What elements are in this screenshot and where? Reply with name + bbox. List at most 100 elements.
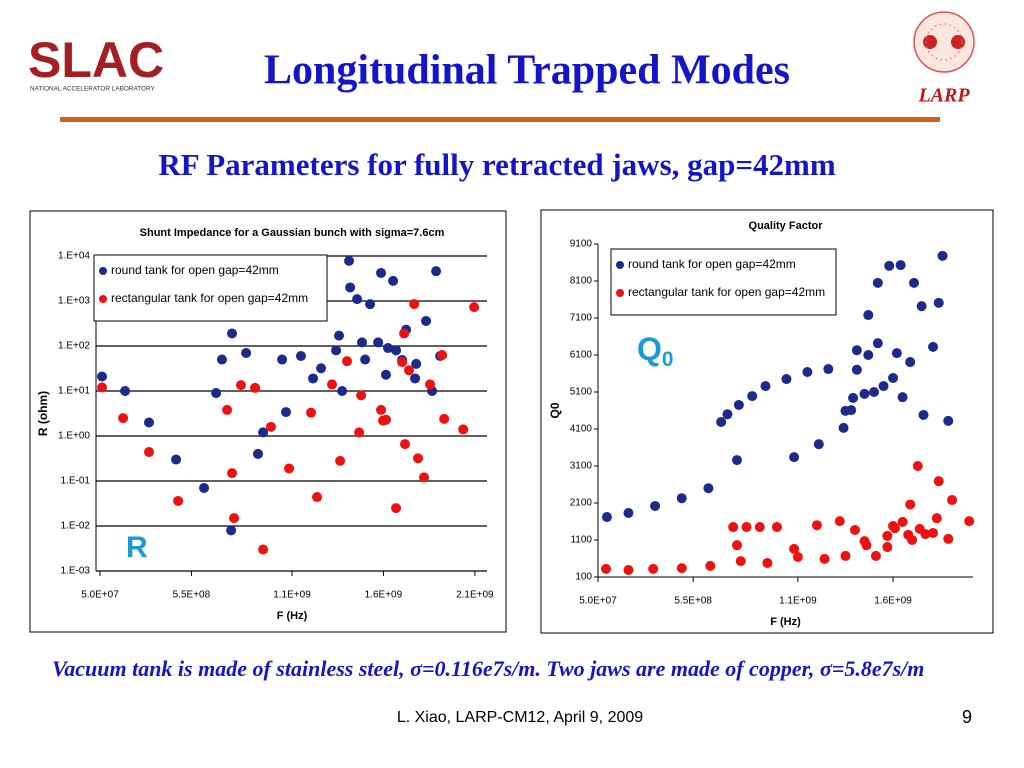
point — [728, 522, 739, 533]
point — [747, 391, 758, 402]
point — [754, 522, 765, 533]
header-rule — [60, 117, 940, 122]
point — [916, 301, 927, 312]
point — [834, 516, 845, 527]
chart-title: Shunt Impedance for a Gaussian bunch wit… — [140, 227, 445, 239]
point — [802, 367, 813, 378]
point — [601, 512, 612, 523]
point — [716, 416, 727, 427]
point — [792, 552, 803, 563]
legend-label: round tank for open gap=42mm — [628, 257, 796, 271]
point — [905, 357, 916, 368]
point — [650, 500, 661, 511]
point — [144, 417, 155, 428]
point — [306, 407, 317, 418]
point — [789, 452, 800, 463]
point — [404, 365, 415, 376]
y-tick-label: 4100 — [570, 424, 593, 435]
point — [277, 354, 288, 365]
point — [373, 337, 384, 348]
point — [863, 310, 874, 321]
x-tick-label: 1.1E+09 — [779, 596, 817, 607]
point — [861, 540, 872, 551]
point — [118, 413, 129, 424]
point — [227, 468, 238, 479]
point — [895, 260, 906, 271]
point — [250, 382, 261, 393]
point — [258, 427, 269, 438]
y-tick-label: 1.E+04 — [58, 251, 90, 262]
point — [227, 328, 238, 339]
point — [345, 282, 356, 293]
point — [760, 381, 771, 392]
point — [391, 345, 402, 356]
annotation: Q0 — [637, 331, 673, 370]
point — [97, 371, 108, 382]
point — [859, 388, 870, 399]
point — [918, 409, 929, 420]
y-tick-label: 2100 — [570, 498, 593, 509]
point — [173, 495, 184, 506]
y-tick-label: 7100 — [570, 313, 593, 324]
point — [870, 550, 881, 561]
point — [421, 315, 432, 326]
y-axis-label: R (ohm) — [36, 391, 50, 436]
point — [229, 513, 240, 524]
point — [623, 564, 634, 575]
point — [120, 386, 131, 396]
point — [771, 522, 782, 533]
x-axis-label: F (Hz) — [277, 610, 308, 622]
point — [933, 476, 944, 487]
point — [676, 563, 687, 574]
point — [648, 563, 659, 574]
point — [897, 392, 908, 403]
point — [376, 404, 387, 415]
larp-text: LARP — [917, 85, 970, 107]
point — [400, 439, 411, 450]
point — [848, 392, 859, 403]
x-tick-label: 5.0E+07 — [81, 590, 119, 601]
legend-marker — [99, 267, 107, 275]
point — [600, 563, 611, 574]
point — [705, 560, 716, 571]
point — [735, 556, 746, 567]
point — [241, 347, 252, 358]
point — [411, 358, 422, 369]
point — [391, 503, 402, 514]
point — [884, 260, 895, 271]
legend-marker — [616, 289, 624, 297]
point — [731, 455, 742, 466]
legend-label: rectangular tank for open gap=42mm — [111, 291, 308, 305]
point — [676, 493, 687, 504]
point — [216, 354, 227, 365]
point — [399, 328, 410, 339]
page-number: 9 — [962, 707, 972, 727]
point — [437, 350, 448, 361]
note: Vacuum tank is made of stainless steel, … — [52, 656, 925, 681]
point — [813, 439, 824, 450]
x-axis-label: F (Hz) — [770, 616, 801, 628]
point — [703, 483, 714, 494]
x-tick-label: 1.6E+09 — [874, 596, 912, 607]
y-tick-label: 5100 — [570, 387, 593, 398]
legend-label: round tank for open gap=42mm — [111, 263, 279, 277]
y-tick-label: 6100 — [570, 350, 593, 361]
x-tick-label: 5.0E+07 — [579, 596, 617, 607]
point — [731, 540, 742, 551]
legend-box — [610, 248, 837, 316]
point — [872, 338, 883, 349]
point — [741, 522, 752, 533]
y-tick-label: 100 — [575, 572, 592, 583]
point — [872, 277, 883, 288]
point — [882, 542, 893, 553]
point — [252, 448, 263, 459]
point — [360, 354, 371, 365]
point — [908, 277, 919, 288]
slac-subtext: NATIONAL ACCELERATOR LABORATORY — [30, 86, 156, 93]
point — [819, 553, 830, 564]
legend-marker — [616, 261, 624, 269]
point — [863, 350, 874, 360]
slide-subtitle: RF Parameters for fully retracted jaws, … — [158, 147, 836, 182]
